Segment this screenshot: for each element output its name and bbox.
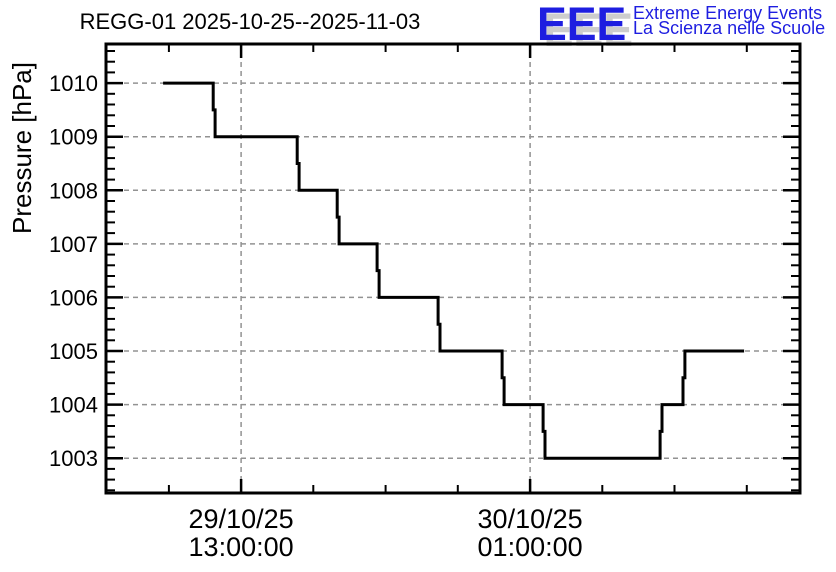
x-tick-label-date: 30/10/25	[478, 504, 583, 534]
chart-title: REGG-01 2025-10-25--2025-11-03	[79, 9, 421, 34]
eee-logo-text: Extreme Energy Events La Scienza nelle S…	[633, 3, 826, 38]
y-tick-label: 1008	[49, 178, 98, 203]
x-tick-label-date: 29/10/25	[189, 504, 294, 534]
eee-logo-acronym: EEE	[537, 0, 627, 50]
y-tick-label: 1003	[49, 446, 98, 471]
eee-logo-line2: La Scienza nelle Scuole	[633, 18, 826, 38]
plot-frame	[104, 42, 802, 495]
eee-logo: EEE Extreme Energy Events La Scienza nel…	[537, 0, 826, 50]
x-tick-label-time: 01:00:00	[478, 532, 583, 562]
y-tick-label: 1010	[49, 71, 98, 96]
pressure-step-line	[163, 81, 745, 460]
y-tick-label: 1005	[49, 339, 98, 364]
y-tick-label: 1004	[49, 393, 98, 418]
eee-logo-line1: Extreme Energy Events	[633, 3, 823, 23]
y-tick-label: 1009	[49, 125, 98, 150]
x-tick-label-time: 13:00:00	[189, 532, 294, 562]
y-tick-label: 1006	[49, 285, 98, 310]
y-tick-label: 1007	[49, 232, 98, 257]
